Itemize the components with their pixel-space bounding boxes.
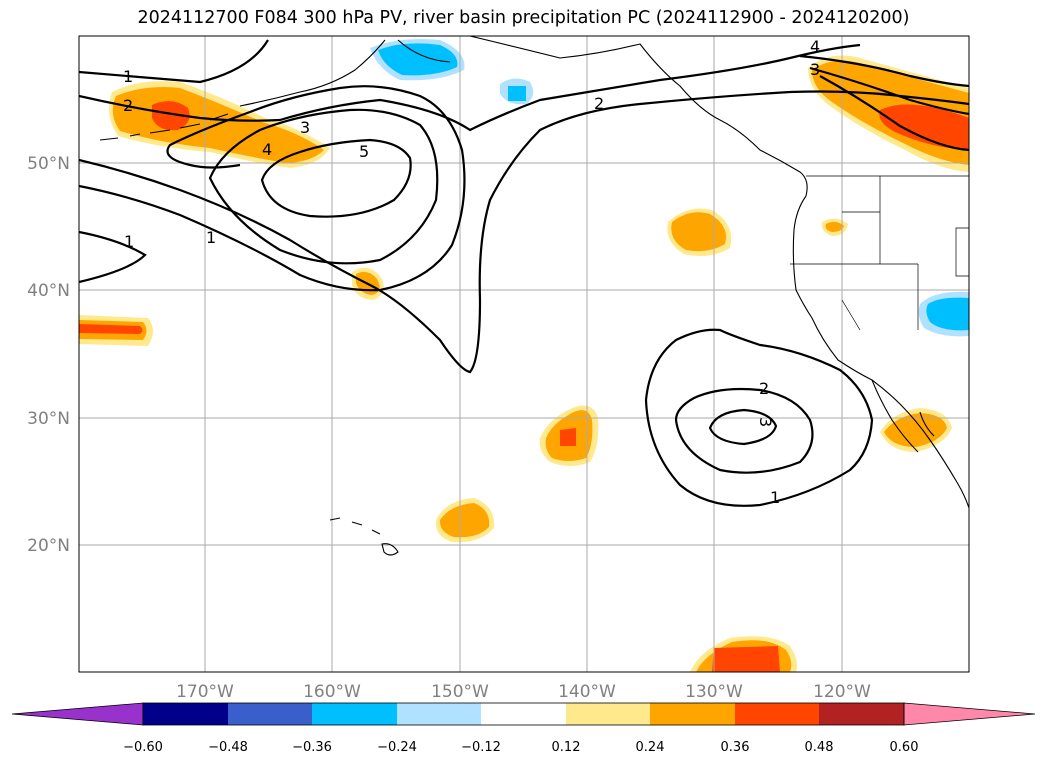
contour-label: 1 bbox=[123, 67, 133, 86]
colorbar-segment bbox=[566, 703, 650, 725]
colorbar-tick: 0.12 bbox=[552, 740, 581, 755]
lon-label: 170°W bbox=[176, 682, 234, 702]
contour-label: 2 bbox=[123, 96, 133, 115]
precip-region-positive bbox=[439, 503, 490, 538]
pv-contour bbox=[260, 138, 412, 218]
pv-contour bbox=[674, 387, 814, 474]
pv-contour bbox=[79, 90, 969, 374]
latitude-labels: 50°N 40°N 30°N 20°N bbox=[27, 154, 70, 556]
pv-contour bbox=[819, 75, 969, 152]
colorbar: −0.60 −0.48 −0.36 −0.24 −0.12 0.12 0.24 … bbox=[11, 702, 1036, 755]
coastlines bbox=[99, 36, 969, 556]
coastline-baja bbox=[871, 379, 935, 453]
lat-label: 20°N bbox=[27, 536, 70, 556]
coastline-aleutians bbox=[99, 113, 229, 141]
precip-region-positive bbox=[560, 428, 576, 446]
contour-label: 4 bbox=[262, 140, 272, 159]
lat-label: 30°N bbox=[27, 409, 70, 429]
colorbar-tick: 0.36 bbox=[721, 740, 750, 755]
contour-label: 5 bbox=[359, 142, 369, 161]
lon-label: 130°W bbox=[685, 682, 743, 702]
colorbar-tick: 0.24 bbox=[636, 740, 665, 755]
precip-region-positive bbox=[712, 646, 780, 672]
map-frame bbox=[78, 35, 970, 673]
colorbar-segment bbox=[228, 703, 312, 725]
lon-label: 160°W bbox=[303, 682, 361, 702]
precip-region-positive bbox=[825, 221, 844, 232]
lat-label: 50°N bbox=[27, 154, 70, 174]
precip-region-negative bbox=[508, 86, 526, 101]
map-title: 2024112700 F084 300 hPa PV, river basin … bbox=[137, 8, 910, 28]
colorbar-tick: 0.48 bbox=[805, 740, 834, 755]
longitude-labels: 170°W 160°W 150°W 140°W 130°W 120°W bbox=[176, 682, 871, 702]
colorbar-segment bbox=[143, 703, 228, 725]
colorbar-segment bbox=[819, 703, 904, 725]
precip-region-positive bbox=[79, 324, 143, 334]
precip-region-negative bbox=[378, 43, 458, 76]
colorbar-tick: 0.60 bbox=[890, 740, 919, 755]
pv-contour bbox=[644, 328, 874, 507]
contour-label: 3 bbox=[300, 118, 310, 137]
colorbar-tick: −0.36 bbox=[292, 740, 332, 755]
colorbar-segment bbox=[650, 703, 735, 725]
colorbar-tick: −0.60 bbox=[123, 740, 163, 755]
colorbar-segment bbox=[735, 703, 819, 725]
precip-region-negative bbox=[926, 297, 969, 331]
pv-contour bbox=[79, 230, 147, 284]
us-state-borders bbox=[790, 175, 969, 331]
colorbar-extend-right bbox=[903, 702, 1036, 726]
contour-label: 4 bbox=[810, 37, 820, 56]
contour-label: 1 bbox=[770, 488, 780, 507]
precip-region-positive bbox=[884, 413, 947, 447]
pv-contour bbox=[79, 85, 466, 292]
pv-contour bbox=[708, 408, 778, 446]
pv-contour bbox=[809, 66, 969, 116]
precip-region-positive bbox=[152, 101, 190, 131]
colorbar-segment bbox=[397, 703, 481, 725]
pv-contour bbox=[799, 54, 969, 88]
contour-labels: 1 2 3 4 5 1 1 2 3 4 2 3 1 bbox=[123, 37, 820, 507]
colorbar-tick: −0.48 bbox=[208, 740, 248, 755]
precip-region-positive bbox=[879, 104, 969, 150]
contour-label: 1 bbox=[124, 232, 134, 251]
colorbar-extend-left bbox=[11, 702, 144, 726]
precip-shading bbox=[79, 39, 969, 672]
contour-label: 2 bbox=[759, 379, 769, 398]
pv-contours bbox=[79, 39, 969, 507]
pv-contour bbox=[79, 39, 269, 84]
pv-contour bbox=[208, 108, 439, 265]
colorbar-segment bbox=[481, 703, 566, 725]
contour-label: 1 bbox=[206, 228, 216, 247]
pv-contour bbox=[79, 43, 861, 132]
precip-region-positive bbox=[671, 212, 726, 252]
lat-label: 40°N bbox=[27, 281, 70, 301]
lon-label: 150°W bbox=[431, 682, 489, 702]
graticule bbox=[79, 36, 969, 672]
contour-label: 2 bbox=[594, 94, 604, 113]
contour-label: 3 bbox=[756, 417, 775, 427]
colorbar-tick: −0.12 bbox=[461, 740, 501, 755]
colorbar-tick: −0.24 bbox=[377, 740, 417, 755]
colorbar-outline bbox=[142, 702, 905, 726]
colorbar-segment bbox=[312, 703, 397, 725]
lon-label: 120°W bbox=[813, 682, 871, 702]
lon-label: 140°W bbox=[558, 682, 616, 702]
coastline-hawaii bbox=[329, 517, 399, 556]
coastline-north-america bbox=[792, 195, 969, 509]
contour-label: 3 bbox=[810, 60, 820, 79]
coastline-alaska bbox=[239, 36, 808, 197]
